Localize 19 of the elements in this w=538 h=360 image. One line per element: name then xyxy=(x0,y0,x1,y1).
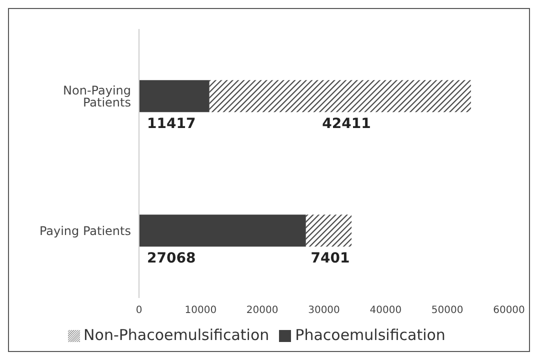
y-tick-label: Paying Patients xyxy=(39,224,131,238)
data-label: 11417 xyxy=(147,116,196,132)
data-label: 7401 xyxy=(310,250,350,267)
x-tick-label: 30000 xyxy=(308,305,340,316)
data-label: 27068 xyxy=(147,250,196,267)
x-tick-label: 10000 xyxy=(184,305,217,316)
bar xyxy=(139,214,306,247)
y-tick-label: Non-Paying Patients xyxy=(63,84,131,110)
legend-label: Non-Phacoemulsification xyxy=(84,326,270,344)
x-tick-label: 50000 xyxy=(431,305,464,316)
bar xyxy=(209,80,471,112)
bar xyxy=(306,214,352,247)
bar xyxy=(139,80,210,112)
x-tick-label: 40000 xyxy=(370,305,402,316)
x-tick-label: 0 xyxy=(136,305,142,316)
x-tick-label: 20000 xyxy=(246,305,278,316)
data-label: 42411 xyxy=(322,116,371,132)
legend-label: Phacoemulsification xyxy=(295,326,446,344)
x-tick-label: 60000 xyxy=(493,305,525,316)
